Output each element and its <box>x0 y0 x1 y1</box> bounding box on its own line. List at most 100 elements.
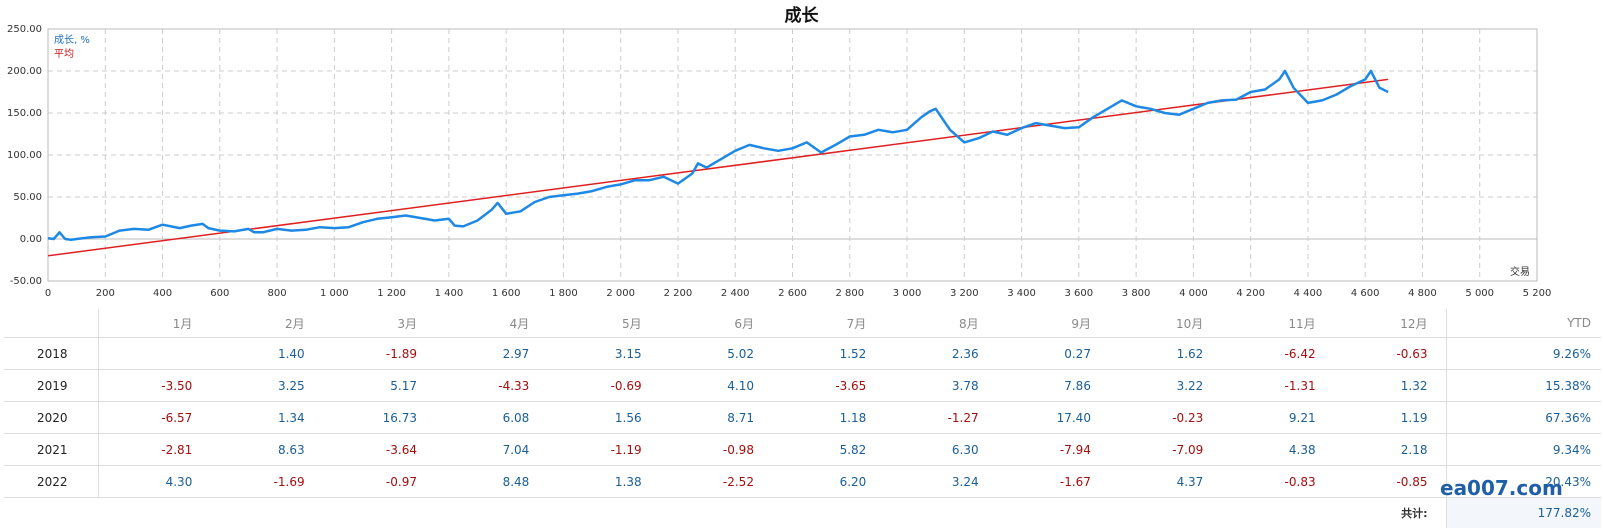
month-value-cell: 1.40 <box>210 338 322 370</box>
month-value-cell: 3.78 <box>884 370 996 402</box>
ytd-cell: 9.26% <box>1446 338 1601 370</box>
x-tick-label: 3 400 <box>1007 288 1036 299</box>
ytd-cell: 67.36% <box>1446 402 1601 434</box>
month-value-cell: 1.38 <box>547 466 659 498</box>
empty-cell <box>4 498 98 528</box>
month-value-cell: -7.09 <box>1109 434 1221 466</box>
month-value-cell: 5.82 <box>772 434 884 466</box>
month-value-cell: 3.24 <box>884 466 996 498</box>
empty-cell <box>1109 498 1221 528</box>
month-value-cell: 2.18 <box>1334 434 1446 466</box>
growth-chart: 250.00200.00150.00100.0050.000.00-50.000… <box>0 0 1603 305</box>
month-value-cell: -6.57 <box>98 402 210 434</box>
month-value-cell: 3.25 <box>210 370 322 402</box>
x-tick-label: 4 400 <box>1294 288 1323 299</box>
month-value-cell: -1.69 <box>210 466 322 498</box>
month-value-cell: 1.56 <box>547 402 659 434</box>
x-tick-label: 5 200 <box>1523 288 1552 299</box>
month-value-cell: 9.21 <box>1221 402 1333 434</box>
month-value-cell: -0.69 <box>547 370 659 402</box>
empty-cell <box>547 498 659 528</box>
month-column-header: 6月 <box>660 309 772 338</box>
x-tick-label: 3 600 <box>1065 288 1094 299</box>
empty-cell <box>884 498 996 528</box>
y-tick-label: 250.00 <box>7 24 42 35</box>
month-value-cell <box>98 338 210 370</box>
y-tick-label: 200.00 <box>7 66 42 77</box>
month-value-cell: -3.65 <box>772 370 884 402</box>
month-value-cell: -0.23 <box>1109 402 1221 434</box>
month-column-header: 8月 <box>884 309 996 338</box>
month-value-cell: 4.30 <box>98 466 210 498</box>
month-column-header: 11月 <box>1221 309 1333 338</box>
empty-cell <box>210 498 322 528</box>
total-row: 共计:177.82% <box>4 498 1601 528</box>
month-value-cell: 8.63 <box>210 434 322 466</box>
x-tick-label: 2 800 <box>835 288 864 299</box>
month-value-cell: 2.97 <box>435 338 547 370</box>
empty-cell <box>772 498 884 528</box>
month-value-cell: 4.10 <box>660 370 772 402</box>
month-value-cell: -2.81 <box>98 434 210 466</box>
x-tick-label: 1 200 <box>377 288 406 299</box>
watermark-logo: ea007.com <box>1440 476 1563 500</box>
month-value-cell: 0.27 <box>997 338 1109 370</box>
month-column-header: 10月 <box>1109 309 1221 338</box>
empty-cell <box>1221 498 1333 528</box>
y-tick-label: 50.00 <box>13 192 42 203</box>
year-cell: 2020 <box>4 402 98 434</box>
year-cell: 2019 <box>4 370 98 402</box>
month-value-cell: 4.38 <box>1221 434 1333 466</box>
month-column-header: 12月 <box>1334 309 1446 338</box>
x-tick-label: 2 200 <box>664 288 693 299</box>
x-tick-label: 2 400 <box>721 288 750 299</box>
month-value-cell: 1.32 <box>1334 370 1446 402</box>
x-tick-label: 1 000 <box>320 288 349 299</box>
x-tick-label: 1 600 <box>492 288 521 299</box>
year-column-header <box>4 309 98 338</box>
month-value-cell: -1.89 <box>323 338 435 370</box>
month-column-header: 7月 <box>772 309 884 338</box>
x-tick-label: 5 000 <box>1465 288 1494 299</box>
month-value-cell: -0.97 <box>323 466 435 498</box>
total-label: 共计: <box>1334 498 1446 528</box>
legend-growth: 成长, % <box>54 34 90 46</box>
month-value-cell: -7.94 <box>997 434 1109 466</box>
x-tick-label: 3 200 <box>950 288 979 299</box>
month-value-cell: 1.52 <box>772 338 884 370</box>
month-value-cell: 7.04 <box>435 434 547 466</box>
legend-average: 平均 <box>54 48 74 60</box>
month-value-cell: 4.37 <box>1109 466 1221 498</box>
month-value-cell: -4.33 <box>435 370 547 402</box>
month-value-cell: -3.50 <box>98 370 210 402</box>
month-column-header: 2月 <box>210 309 322 338</box>
month-value-cell: 1.19 <box>1334 402 1446 434</box>
month-column-header: 5月 <box>547 309 659 338</box>
year-cell: 2021 <box>4 434 98 466</box>
ytd-cell: 15.38% <box>1446 370 1601 402</box>
x-tick-label: 600 <box>210 288 229 299</box>
x-tick-label: 2 000 <box>606 288 635 299</box>
month-value-cell: 1.62 <box>1109 338 1221 370</box>
ytd-column-header: YTD <box>1446 309 1601 338</box>
empty-cell <box>660 498 772 528</box>
x-tick-label: 800 <box>268 288 287 299</box>
month-value-cell: -0.63 <box>1334 338 1446 370</box>
year-cell: 2018 <box>4 338 98 370</box>
y-tick-label: 0.00 <box>20 234 42 245</box>
month-value-cell: 16.73 <box>323 402 435 434</box>
x-axis-label: 交易 <box>1510 265 1530 278</box>
month-value-cell: 8.71 <box>660 402 772 434</box>
year-cell: 2022 <box>4 466 98 498</box>
month-value-cell: 1.34 <box>210 402 322 434</box>
month-value-cell: 1.18 <box>772 402 884 434</box>
month-value-cell: -1.31 <box>1221 370 1333 402</box>
month-column-header: 3月 <box>323 309 435 338</box>
